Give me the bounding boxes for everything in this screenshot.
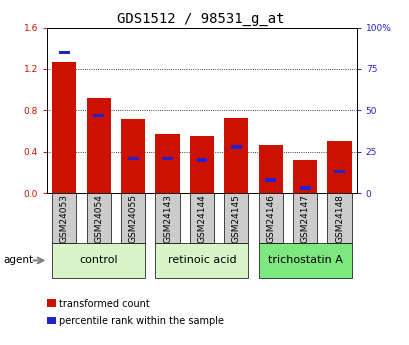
- Bar: [224, 193, 248, 243]
- Bar: [230, 145, 241, 149]
- Bar: [224, 118, 248, 193]
- Bar: [86, 98, 110, 193]
- Bar: [121, 193, 145, 243]
- Bar: [292, 160, 317, 193]
- Bar: [47, 317, 56, 324]
- Bar: [86, 193, 110, 243]
- Text: GSM24145: GSM24145: [231, 194, 240, 243]
- Text: agent: agent: [3, 256, 33, 265]
- Text: GSM24055: GSM24055: [128, 194, 137, 243]
- Text: GSM24144: GSM24144: [197, 194, 206, 243]
- Text: GSM24054: GSM24054: [94, 194, 103, 243]
- Bar: [258, 193, 282, 243]
- Bar: [327, 141, 351, 193]
- Bar: [121, 119, 145, 193]
- Bar: [196, 158, 207, 162]
- Bar: [52, 193, 76, 243]
- Text: GSM24053: GSM24053: [60, 194, 69, 243]
- Bar: [155, 243, 248, 278]
- Text: GSM24146: GSM24146: [265, 194, 274, 243]
- Text: GSM24147: GSM24147: [300, 194, 309, 243]
- Bar: [128, 157, 138, 160]
- Bar: [52, 243, 145, 278]
- Bar: [59, 51, 70, 54]
- Text: control: control: [79, 256, 118, 265]
- Bar: [258, 243, 351, 278]
- Text: GSM24143: GSM24143: [163, 194, 172, 243]
- Bar: [155, 134, 179, 193]
- Bar: [93, 114, 104, 117]
- Bar: [47, 299, 56, 307]
- Bar: [189, 193, 213, 243]
- Text: GSM24148: GSM24148: [334, 194, 343, 243]
- Bar: [258, 145, 282, 193]
- Bar: [155, 193, 179, 243]
- Bar: [327, 193, 351, 243]
- Text: retinoic acid: retinoic acid: [167, 256, 236, 265]
- Bar: [292, 193, 317, 243]
- Text: transformed count: transformed count: [59, 299, 150, 308]
- Bar: [52, 62, 76, 193]
- Text: percentile rank within the sample: percentile rank within the sample: [59, 316, 224, 326]
- Text: trichostatin A: trichostatin A: [267, 256, 342, 265]
- Bar: [189, 136, 213, 193]
- Bar: [265, 178, 275, 182]
- Bar: [299, 186, 310, 190]
- Text: GDS1512 / 98531_g_at: GDS1512 / 98531_g_at: [117, 12, 284, 26]
- Bar: [333, 170, 344, 174]
- Bar: [162, 157, 173, 160]
